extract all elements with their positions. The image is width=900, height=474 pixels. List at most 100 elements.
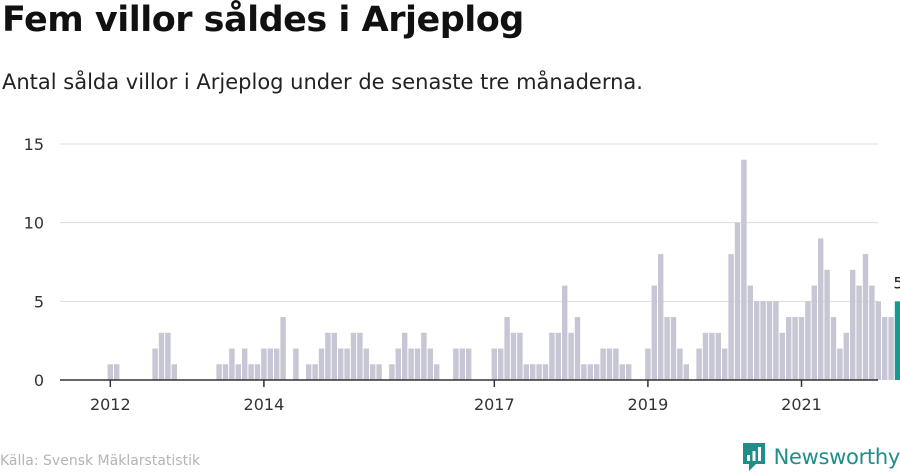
bar	[274, 348, 280, 380]
bar	[248, 364, 254, 380]
bar	[798, 317, 805, 380]
bar	[837, 348, 843, 380]
bar	[728, 254, 734, 380]
bar	[261, 348, 267, 380]
bar	[824, 269, 830, 380]
bar	[606, 348, 613, 380]
bar	[395, 348, 401, 380]
y-axis-labels: 0 5 10 15	[24, 135, 44, 390]
bar	[536, 364, 542, 380]
brand-logo: Newsworthy	[741, 440, 900, 474]
bar	[594, 364, 600, 380]
bar	[549, 332, 555, 380]
bar	[888, 317, 894, 380]
bar	[306, 364, 312, 380]
bar	[408, 348, 414, 380]
bar	[216, 364, 222, 380]
bar	[466, 348, 472, 380]
bar	[421, 332, 427, 380]
bar	[491, 348, 497, 380]
bar	[363, 348, 369, 380]
bar	[459, 348, 465, 380]
bar	[862, 254, 869, 380]
brand-name: Newsworthy	[773, 445, 900, 469]
bar	[722, 348, 728, 380]
x-tick-label: 2014	[244, 395, 285, 414]
x-tick-label: 2021	[781, 395, 822, 414]
bar-highlight	[894, 301, 900, 380]
x-tick-label: 2019	[628, 395, 669, 414]
bar	[267, 348, 273, 380]
y-tick-label: 5	[34, 292, 44, 311]
bar	[619, 364, 625, 380]
bar	[645, 348, 651, 380]
bar	[114, 364, 120, 380]
bar	[843, 332, 849, 380]
bar	[171, 364, 177, 380]
bar	[427, 348, 433, 380]
bar	[325, 332, 331, 380]
newsworthy-logo-icon	[742, 443, 765, 471]
bar	[818, 238, 824, 380]
highlight-value-label: 5	[893, 273, 900, 292]
bar	[242, 348, 248, 380]
bar	[344, 348, 350, 380]
bars	[107, 159, 900, 380]
chart-title: Fem villor såldes i Arjeplog	[2, 0, 524, 40]
bar	[254, 364, 261, 380]
bar	[555, 332, 561, 380]
bar	[702, 332, 709, 380]
bar	[760, 301, 766, 380]
bar	[664, 317, 670, 380]
bar	[152, 348, 158, 380]
bar	[581, 364, 587, 380]
bar	[811, 285, 817, 380]
bar	[331, 332, 337, 380]
bar	[414, 348, 421, 380]
bar	[498, 348, 504, 380]
y-tick-label: 15	[24, 135, 44, 154]
bar	[626, 364, 632, 380]
bar	[229, 348, 235, 380]
bar	[882, 317, 888, 380]
bar	[517, 332, 523, 380]
bar	[280, 317, 286, 380]
bar	[434, 364, 440, 380]
bar	[779, 332, 785, 380]
annotations: 5	[893, 273, 900, 292]
bar	[613, 348, 619, 380]
bar	[542, 364, 549, 380]
bar	[786, 317, 792, 380]
bar	[350, 332, 357, 380]
bar	[357, 332, 363, 380]
bar	[107, 364, 113, 380]
y-tick-label: 0	[34, 371, 44, 390]
bar	[773, 301, 779, 380]
bar-chart: 0 5 10 15 2012 2014 2017 2019 2021 5	[24, 135, 900, 414]
bar	[376, 364, 382, 380]
bar	[222, 364, 229, 380]
bar	[235, 364, 241, 380]
x-tick-label: 2012	[90, 395, 131, 414]
x-axis: 2012 2014 2017 2019 2021	[60, 379, 878, 414]
bar	[830, 317, 837, 380]
bar	[696, 348, 702, 380]
bar	[530, 364, 536, 380]
bar	[715, 332, 721, 380]
bar	[747, 285, 753, 380]
bar	[312, 364, 318, 380]
bar	[651, 285, 657, 380]
bar	[293, 348, 299, 380]
bar	[562, 285, 568, 380]
bar	[875, 301, 881, 380]
bar	[670, 317, 677, 380]
bar	[402, 332, 408, 380]
bar	[658, 254, 664, 380]
bar	[158, 332, 165, 380]
y-tick-label: 10	[24, 214, 44, 233]
bar	[792, 317, 798, 380]
bar	[510, 332, 517, 380]
bar	[683, 364, 689, 380]
bar	[370, 364, 376, 380]
bar	[805, 301, 811, 380]
